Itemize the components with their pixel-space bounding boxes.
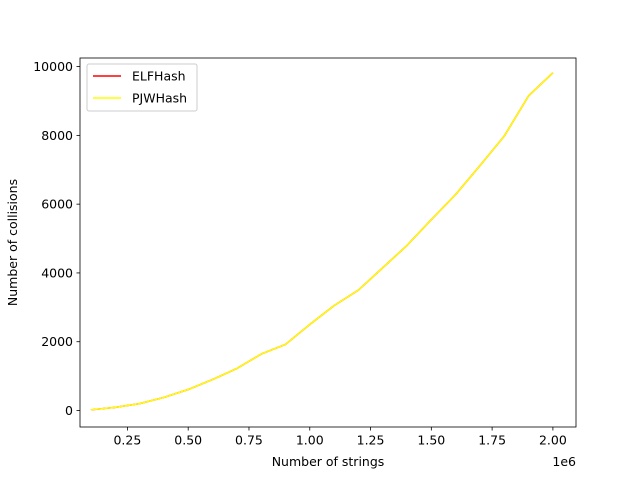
x-tick-label: 1.75 <box>478 433 506 448</box>
plot-frame <box>79 57 577 428</box>
y-axis: 0 2000 4000 6000 8000 10000 <box>33 59 80 418</box>
series-layer <box>90 72 554 411</box>
x-tick-label: 1.00 <box>296 433 324 448</box>
legend-label-pjwhash: PJWHash <box>132 91 187 106</box>
y-tick-label: 8000 <box>41 128 73 143</box>
series-line-pjwhash <box>90 72 554 411</box>
y-tick-label: 2000 <box>41 334 73 349</box>
x-tick-label: 0.50 <box>174 433 202 448</box>
y-tick-label: 10000 <box>33 59 73 74</box>
y-tick-label: 6000 <box>41 197 73 212</box>
x-axis-label: Number of strings <box>272 454 385 469</box>
y-tick-label: 0 <box>65 403 73 418</box>
legend-label-elfhash: ELFHash <box>132 69 186 84</box>
x-axis-offset-label: 1e6 <box>552 454 576 469</box>
y-tick-label: 4000 <box>41 265 73 280</box>
x-tick-label: 0.75 <box>235 433 263 448</box>
legend: ELFHash PJWHash <box>86 63 198 112</box>
x-tick-label: 1.50 <box>417 433 445 448</box>
y-axis-label: Number of collisions <box>5 179 20 306</box>
x-tick-label: 0.25 <box>113 433 141 448</box>
x-tick-label: 2.00 <box>539 433 567 448</box>
x-axis: 0.25 0.50 0.75 1.00 1.25 1.50 1.75 2.00 <box>113 427 567 448</box>
x-tick-label: 1.25 <box>357 433 385 448</box>
